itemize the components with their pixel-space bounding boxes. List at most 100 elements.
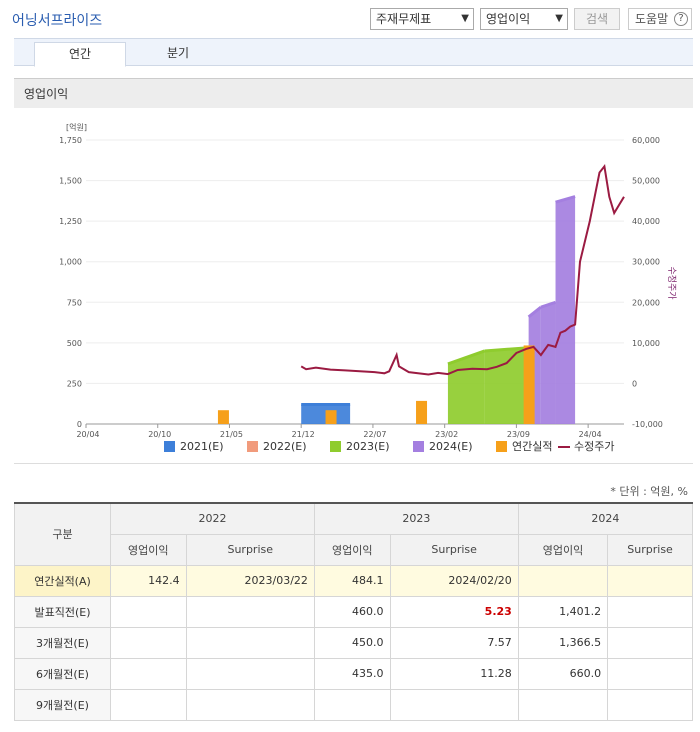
legend-swatch [164, 441, 175, 452]
table-corner: 구분 [14, 502, 111, 566]
table-cell [185, 657, 315, 690]
table-cell [110, 688, 187, 721]
legend-label: 2023(E) [346, 440, 390, 453]
row-label: 3개월전(E) [14, 626, 111, 659]
table-row: 6개월전(E) 435.0 11.28 660.0 [14, 657, 693, 690]
table-cell: 2023/03/22 [185, 564, 315, 597]
estimate-line [484, 346, 529, 353]
table-row: 9개월전(E) [14, 688, 693, 721]
table-cell: 460.0 [313, 595, 391, 628]
y-right-tick-label: -10,000 [632, 420, 663, 429]
row-label: 6개월전(E) [14, 657, 111, 690]
col-header: 영업이익 [517, 533, 609, 566]
y-left-tick-label: 750 [67, 298, 82, 307]
table-cell [607, 595, 693, 628]
y-right-axis-label: 수정주가 [666, 266, 677, 299]
price-line [300, 164, 625, 376]
legend-label: 수정주가 [574, 440, 614, 453]
table-cell [185, 688, 315, 721]
x-tick-label: 23/02 [435, 430, 458, 439]
y-left-tick-label: 1,750 [59, 136, 82, 145]
year-header: 2023 [313, 502, 519, 535]
col-header: 영업이익 [110, 533, 187, 566]
period-tabs: 연간 분기 [14, 38, 693, 67]
y-right-tick-label: 60,000 [632, 136, 660, 145]
estimate-line [540, 300, 556, 309]
table-cell [607, 657, 693, 690]
y-right-tick-label: 0 [632, 379, 637, 388]
operating-profit-chart: 1,750 1,500 1,250 1,000 750 500 250 0 [억원] 60,000… [59, 122, 677, 453]
x-tick-label: 21/12 [292, 430, 315, 439]
row-label: 발표직전(E) [14, 595, 111, 628]
legend-swatch [496, 441, 507, 452]
year-header: 2024 [517, 502, 694, 535]
tab-annual[interactable]: 연간 [34, 42, 126, 67]
table-cell: 2024/02/20 [389, 564, 519, 597]
estimate-line [447, 349, 486, 366]
legend-swatch [413, 441, 424, 452]
row-label: 9개월전(E) [14, 688, 111, 721]
table-row: 3개월전(E) 450.0 7.57 1,366.5 [14, 626, 693, 659]
search-button[interactable]: 검색 [574, 8, 620, 30]
actual-bar [416, 400, 428, 424]
legend-label: 2022(E) [263, 440, 307, 453]
estimate-area [540, 302, 556, 424]
y-left-tick-label: 1,000 [59, 258, 82, 267]
company-title: 어닝서프라이즈 [12, 13, 103, 29]
y-right-tick-label: 50,000 [632, 177, 660, 186]
table-cell [110, 595, 187, 628]
col-header: Surprise [185, 533, 315, 566]
chart-area: 1,750 1,500 1,250 1,000 750 500 250 0 [억원] 60,000… [14, 108, 693, 464]
metric-select-value: 영업이익 [486, 12, 531, 26]
table-cell [607, 688, 693, 721]
col-header: 영업이익 [313, 533, 391, 566]
metric-select[interactable]: 영업이익 ▼ [480, 8, 568, 30]
y-left-tick-label: 0 [77, 420, 82, 429]
table-cell [185, 626, 315, 659]
legend-swatch [247, 441, 258, 452]
actual-bar [325, 410, 337, 424]
legend-label: 2021(E) [180, 440, 224, 453]
actual-bar [217, 410, 229, 424]
table-cell [110, 626, 187, 659]
actual-bar [523, 345, 535, 424]
chevron-down-icon: ▼ [461, 13, 469, 24]
table-cell: 435.0 [313, 657, 391, 690]
table-cell: 7.57 [389, 626, 519, 659]
table-cell [607, 626, 693, 659]
y-right-tick-label: 10,000 [632, 339, 660, 348]
row-label: 연간실적(A) [14, 564, 111, 597]
question-icon: ? [674, 12, 688, 26]
x-tick-label: 21/05 [220, 430, 243, 439]
x-tick-label: 24/04 [579, 430, 602, 439]
x-tick-label: 20/04 [76, 430, 99, 439]
unit-note: * 단위 : 억원, % [610, 485, 688, 498]
estimate-area [555, 196, 576, 424]
table-cell [389, 688, 519, 721]
table-row: 발표직전(E) 460.0 5.23 1,401.2 [14, 595, 693, 628]
statement-select-value: 주재무제표 [376, 12, 432, 26]
table-cell [313, 688, 391, 721]
estimate-area [484, 347, 529, 424]
header: 어닝서프라이즈 주재무제표 ▼ 영업이익 ▼ 검색 도움말 ? [12, 8, 692, 30]
earnings-table: 구분 2022 2023 2024 영업이익 Surprise 영업이익 Sur… [14, 502, 694, 721]
table-cell [110, 657, 187, 690]
y-left-tick-label: 500 [67, 339, 82, 348]
help-button[interactable]: 도움말 ? [628, 8, 692, 30]
x-tick-label: 20/10 [148, 430, 171, 439]
x-tick-label: 22/07 [363, 430, 386, 439]
table-row: 연간실적(A) 142.4 2023/03/22 484.1 2024/02/2… [14, 564, 693, 597]
y-right-tick-label: 30,000 [632, 258, 660, 267]
table-cell [517, 688, 609, 721]
section-title: 영업이익 [14, 78, 693, 108]
col-header: Surprise [607, 533, 693, 566]
estimate-line [555, 195, 576, 204]
table-cell: 660.0 [517, 657, 609, 690]
tab-quarterly[interactable]: 분기 [166, 46, 190, 60]
statement-select[interactable]: 주재무제표 ▼ [370, 8, 474, 30]
col-header: Surprise [389, 533, 519, 566]
y-left-unit-label: [억원] [66, 122, 87, 132]
legend-label: 2024(E) [429, 440, 473, 453]
table-cell: 1,366.5 [517, 626, 609, 659]
y-left-tick-label: 1,250 [59, 217, 82, 226]
